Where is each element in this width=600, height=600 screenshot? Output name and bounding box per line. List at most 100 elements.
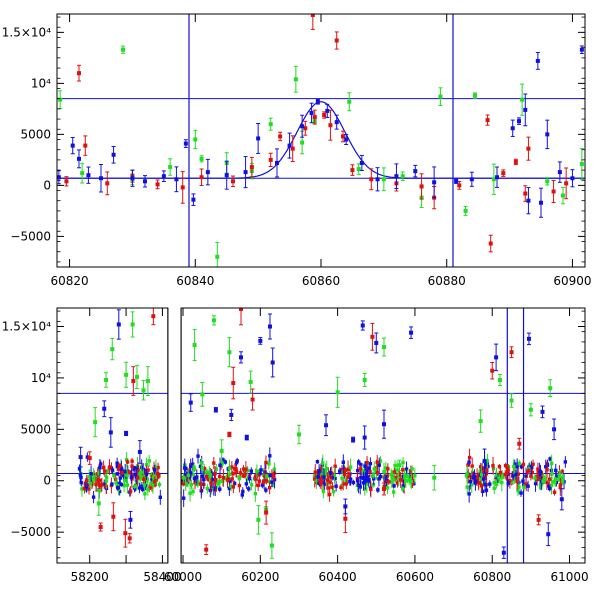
data-point-green bbox=[403, 473, 407, 477]
data-point-green bbox=[137, 472, 142, 476]
x-tick-label: 58400 bbox=[143, 570, 181, 584]
data-point-green bbox=[479, 472, 484, 477]
data-point-blue bbox=[324, 423, 329, 428]
data-point-blue bbox=[519, 491, 523, 495]
data-point-blue bbox=[110, 482, 114, 486]
data-point-blue bbox=[238, 355, 243, 360]
data-point-blue bbox=[130, 176, 135, 181]
data-point-green bbox=[520, 97, 525, 102]
data-point-blue bbox=[382, 422, 387, 427]
data-point-blue bbox=[412, 481, 416, 486]
data-point-blue bbox=[110, 468, 115, 472]
data-point-red bbox=[485, 118, 490, 123]
x-tick-label: 60860 bbox=[302, 274, 340, 288]
data-point-red bbox=[218, 474, 222, 479]
data-point-red bbox=[535, 475, 539, 479]
data-point-green bbox=[192, 467, 197, 471]
data-point-blue bbox=[554, 468, 558, 473]
data-point-red bbox=[130, 459, 134, 463]
data-point-blue bbox=[78, 455, 83, 460]
data-point-red bbox=[385, 474, 390, 478]
data-point-green bbox=[381, 177, 386, 182]
data-point-blue bbox=[472, 475, 476, 480]
data-point-blue bbox=[102, 406, 107, 411]
data-point-red bbox=[94, 482, 98, 487]
data-point-red bbox=[523, 191, 528, 196]
data-point-red bbox=[466, 463, 470, 467]
data-point-green bbox=[522, 485, 526, 489]
data-point-blue bbox=[365, 475, 369, 479]
data-point-blue bbox=[526, 198, 531, 203]
data-point-green bbox=[146, 487, 150, 492]
data-point-green bbox=[397, 463, 402, 468]
data-point-green bbox=[93, 420, 98, 425]
data-point-red bbox=[394, 476, 398, 480]
data-point-red bbox=[530, 470, 534, 475]
data-point-red bbox=[536, 467, 540, 471]
data-point-red bbox=[151, 314, 156, 319]
data-point-red bbox=[370, 334, 375, 339]
data-point-red bbox=[241, 474, 245, 478]
data-point-green bbox=[138, 477, 142, 481]
axis-break-gap bbox=[168, 306, 181, 565]
data-point-red bbox=[410, 481, 414, 486]
data-point-green bbox=[528, 407, 533, 412]
data-point-blue bbox=[190, 462, 195, 466]
data-point-green bbox=[579, 161, 584, 166]
data-point-blue bbox=[361, 475, 366, 480]
data-point-red bbox=[545, 480, 549, 485]
data-point-blue bbox=[234, 460, 239, 465]
data-point-green bbox=[98, 488, 102, 492]
data-point-green bbox=[147, 459, 151, 463]
data-point-green bbox=[463, 208, 468, 213]
data-point-green bbox=[125, 483, 130, 487]
data-point-blue bbox=[116, 322, 121, 327]
data-point-green bbox=[104, 377, 109, 382]
data-point-blue bbox=[264, 488, 268, 492]
data-point-blue bbox=[515, 465, 519, 469]
data-point-green bbox=[553, 477, 558, 482]
data-point-green bbox=[497, 476, 501, 480]
data-point-blue bbox=[363, 478, 368, 483]
data-point-blue bbox=[334, 120, 339, 125]
data-point-blue bbox=[482, 459, 487, 464]
data-point-blue bbox=[140, 484, 144, 488]
data-point-green bbox=[192, 465, 196, 469]
data-point-green bbox=[485, 459, 490, 463]
data-point-blue bbox=[208, 488, 212, 493]
data-point-red bbox=[233, 467, 237, 471]
data-point-green bbox=[245, 477, 250, 481]
data-point-red bbox=[249, 165, 254, 170]
data-point-green bbox=[227, 466, 232, 471]
y-tick-label: 0 bbox=[43, 474, 51, 488]
data-point-green bbox=[401, 460, 405, 465]
data-point-red bbox=[344, 482, 348, 486]
data-point-red bbox=[290, 146, 295, 151]
data-point-green bbox=[356, 167, 361, 172]
data-point-blue bbox=[341, 460, 346, 464]
data-point-blue bbox=[192, 477, 197, 481]
data-point-green bbox=[97, 471, 101, 475]
data-point-red bbox=[531, 462, 535, 467]
data-point-blue bbox=[351, 480, 356, 485]
data-point-blue bbox=[545, 132, 550, 137]
data-point-red bbox=[369, 177, 374, 182]
data-point-blue bbox=[129, 475, 134, 480]
data-point-red bbox=[529, 474, 533, 478]
data-point-blue bbox=[119, 482, 124, 487]
data-point-red bbox=[150, 485, 154, 489]
data-point-green bbox=[58, 97, 63, 102]
data-point-red bbox=[467, 455, 472, 460]
data-point-red bbox=[398, 478, 403, 482]
data-point-red bbox=[328, 480, 332, 484]
data-point-blue bbox=[533, 481, 538, 486]
data-point-red bbox=[340, 467, 344, 472]
data-point-blue bbox=[328, 471, 333, 475]
data-point-red bbox=[497, 464, 502, 469]
data-point-red bbox=[126, 470, 131, 474]
data-point-green bbox=[323, 469, 328, 474]
data-point-green bbox=[96, 501, 101, 506]
data-point-green bbox=[87, 475, 91, 479]
data-point-red bbox=[506, 468, 510, 473]
